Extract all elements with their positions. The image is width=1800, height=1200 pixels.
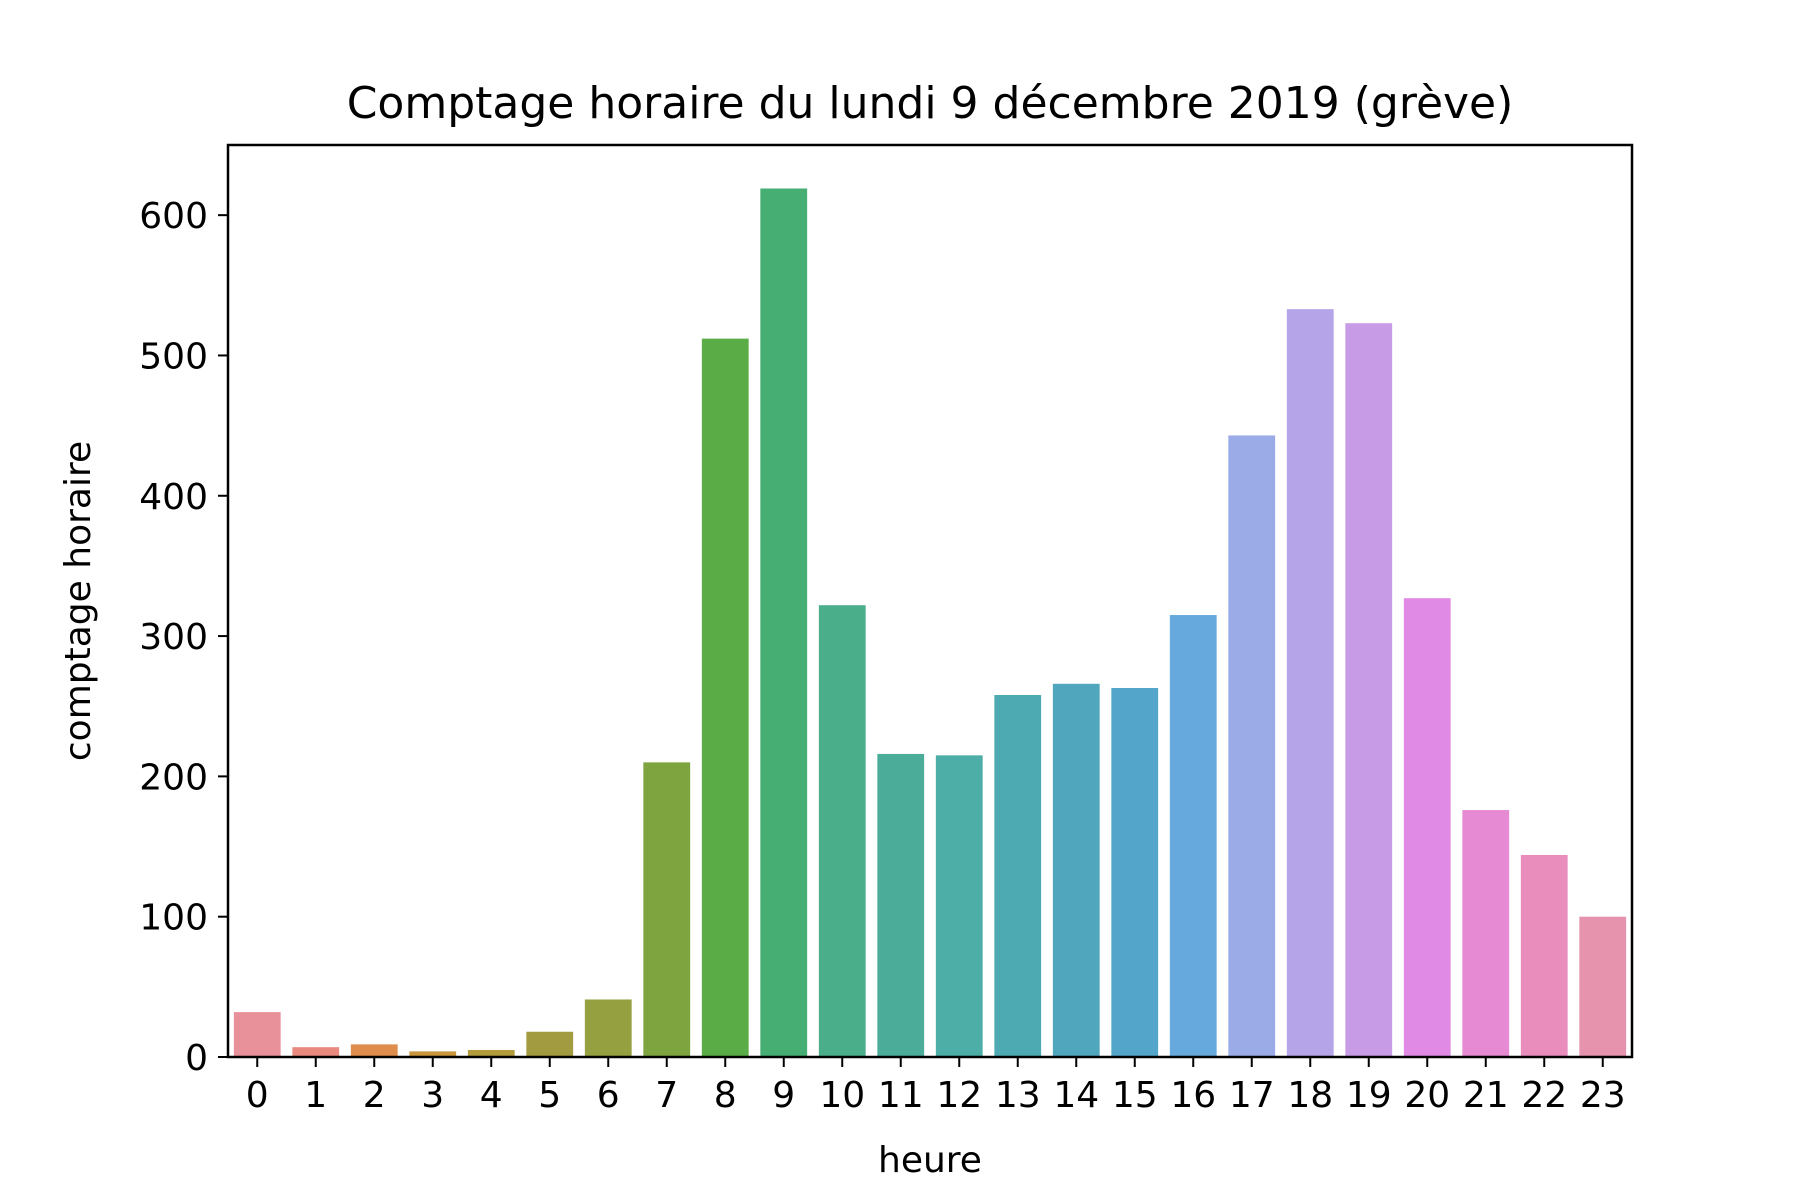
x-axis-label: heure (878, 1140, 982, 1181)
x-tick-label-14: 14 (1053, 1075, 1099, 1116)
bar-hour-1 (292, 1047, 340, 1057)
chart-title: Comptage horaire du lundi 9 décembre 201… (347, 78, 1514, 129)
bar-hour-6 (584, 999, 632, 1057)
x-tick-label-6: 6 (597, 1075, 620, 1116)
x-tick-label-7: 7 (655, 1075, 678, 1116)
bar-hour-22 (1520, 854, 1568, 1057)
x-tick-label-12: 12 (936, 1075, 982, 1116)
y-tick-label-200: 200 (139, 757, 208, 798)
bar-hour-18 (1286, 309, 1334, 1057)
bar-hour-5 (526, 1031, 574, 1057)
x-tick-label-4: 4 (480, 1075, 503, 1116)
bar-hour-2 (350, 1044, 398, 1057)
y-tick-label-400: 400 (139, 477, 208, 518)
bar-hour-11 (877, 753, 925, 1057)
x-tick-label-3: 3 (421, 1075, 444, 1116)
x-tick-label-5: 5 (538, 1075, 561, 1116)
x-tick-label-15: 15 (1112, 1075, 1158, 1116)
bar-hour-12 (935, 755, 983, 1057)
x-tick-label-22: 22 (1521, 1075, 1567, 1116)
y-tick-label-100: 100 (139, 898, 208, 939)
bar-hour-9 (760, 188, 808, 1058)
y-axis-label: comptage horaire (58, 441, 99, 761)
x-tick-label-13: 13 (995, 1075, 1041, 1116)
x-tick-label-17: 17 (1229, 1075, 1275, 1116)
x-axis-ticks: 0 1 2 3 4 5 6 7 8 9 10 11 12 13 14 15 16 17 18 19 20 21 22 23 (246, 1057, 1626, 1116)
bar-hour-15 (1111, 687, 1159, 1057)
x-tick-label-10: 10 (819, 1075, 865, 1116)
x-tick-label-9: 9 (772, 1075, 795, 1116)
x-tick-label-19: 19 (1346, 1075, 1392, 1116)
x-tick-label-23: 23 (1580, 1075, 1626, 1116)
bar-hour-4 (467, 1049, 515, 1057)
bar-hour-13 (994, 695, 1042, 1057)
bar-hour-10 (818, 605, 866, 1057)
x-tick-label-16: 16 (1170, 1075, 1216, 1116)
x-tick-label-0: 0 (246, 1075, 269, 1116)
bar-hour-8 (701, 338, 749, 1057)
y-tick-label-0: 0 (185, 1038, 208, 1079)
y-tick-label-500: 500 (139, 336, 208, 377)
y-axis-ticks: 0 100 200 300 400 500 600 (139, 196, 228, 1079)
bar-hour-3 (409, 1051, 457, 1057)
bar-hour-16 (1169, 615, 1217, 1057)
bar-hour-14 (1052, 683, 1100, 1057)
x-tick-label-11: 11 (878, 1075, 924, 1116)
x-tick-label-21: 21 (1463, 1075, 1509, 1116)
plot-frame (226, 143, 1634, 1059)
x-tick-label-20: 20 (1404, 1075, 1450, 1116)
bar-hour-23 (1579, 916, 1627, 1057)
bars-group (233, 188, 1627, 1058)
bar-hour-17 (1228, 435, 1276, 1058)
bar-hour-19 (1345, 323, 1393, 1057)
y-tick-label-300: 300 (139, 617, 208, 658)
y-tick-label-600: 600 (139, 196, 208, 237)
bar-hour-20 (1403, 598, 1451, 1057)
bar-hour-7 (643, 762, 691, 1057)
x-tick-label-1: 1 (304, 1075, 327, 1116)
x-tick-label-18: 18 (1287, 1075, 1333, 1116)
x-tick-label-8: 8 (714, 1075, 737, 1116)
bar-hour-0 (233, 1012, 281, 1057)
bar-hour-21 (1462, 810, 1510, 1057)
x-tick-label-2: 2 (363, 1075, 386, 1116)
